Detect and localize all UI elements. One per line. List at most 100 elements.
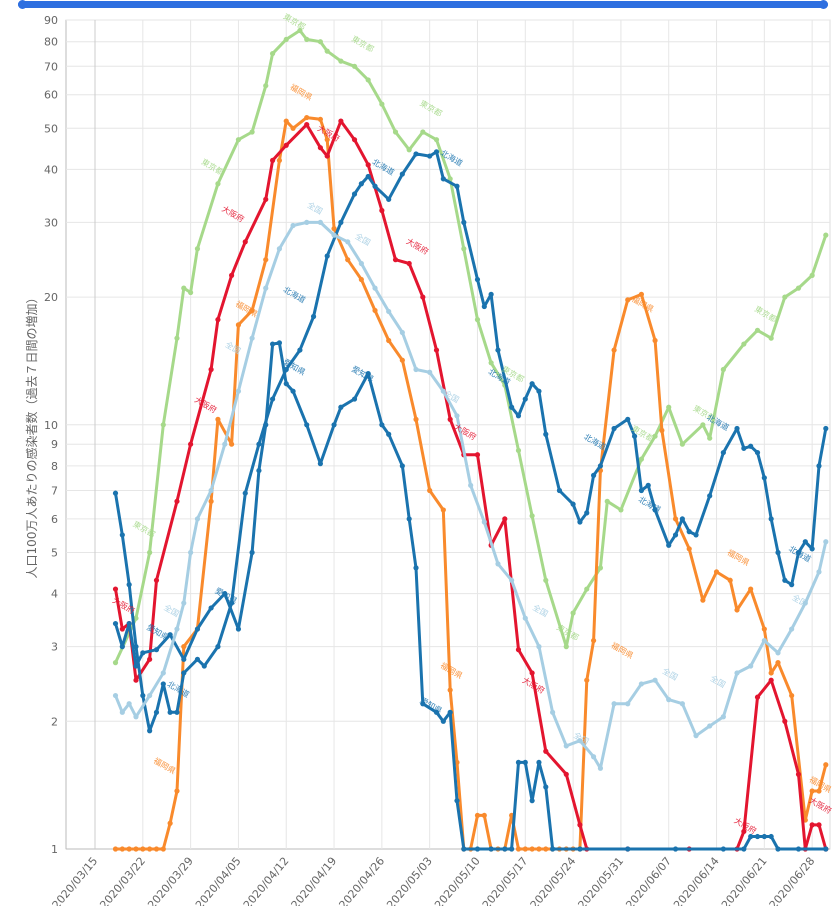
x-tick-label: 2020/04/05 — [193, 855, 244, 906]
data-point — [126, 620, 132, 627]
slider-track[interactable] — [18, 1, 828, 8]
data-point — [461, 219, 467, 225]
data-point — [304, 422, 310, 428]
data-point — [174, 335, 180, 341]
data-point — [365, 77, 371, 83]
data-point — [174, 626, 180, 632]
data-point — [433, 137, 440, 143]
data-point — [754, 833, 761, 840]
data-point — [625, 846, 631, 852]
y-tick-label: 80 — [44, 36, 58, 49]
data-point — [331, 422, 337, 428]
series-label: 北海道 — [705, 412, 731, 433]
data-point — [686, 529, 692, 535]
data-point — [515, 759, 522, 766]
data-point — [229, 441, 235, 447]
data-point — [427, 153, 433, 159]
data-point — [365, 173, 371, 180]
data-point — [611, 347, 617, 353]
grid — [65, 19, 831, 850]
data-point — [823, 762, 829, 768]
date-range-slider[interactable] — [18, 0, 828, 9]
x-tick-label: 2020/04/19 — [289, 855, 340, 906]
data-point — [119, 644, 125, 650]
data-point — [167, 632, 173, 638]
data-point — [515, 413, 522, 419]
y-tick-label: 1 — [51, 843, 58, 856]
data-point — [509, 846, 515, 852]
data-point — [468, 482, 474, 488]
data-point — [631, 433, 638, 439]
data-point — [386, 196, 392, 202]
series-label: 北海道 — [637, 494, 663, 515]
data-point — [263, 83, 269, 89]
data-point — [372, 183, 378, 189]
series-label: 北海道 — [370, 156, 396, 177]
series-label: 大阪府 — [193, 394, 219, 415]
data-point — [775, 846, 781, 852]
data-point — [577, 822, 583, 828]
data-point — [474, 276, 481, 283]
data-point — [768, 677, 774, 683]
data-point — [823, 425, 829, 432]
data-point — [543, 846, 549, 852]
data-point — [556, 487, 563, 494]
data-point — [126, 582, 132, 588]
data-point — [454, 759, 460, 766]
data-point — [181, 644, 187, 650]
data-point — [208, 498, 214, 504]
data-point — [181, 670, 187, 676]
slider-handle-start[interactable] — [18, 0, 27, 9]
series-label: 東京都 — [753, 304, 779, 325]
data-point — [515, 647, 522, 653]
data-point — [761, 626, 767, 632]
data-point — [795, 549, 802, 556]
y-tick-label: 30 — [44, 216, 58, 229]
data-point — [802, 539, 808, 545]
data-point — [447, 687, 453, 693]
slider-handle-end[interactable] — [819, 0, 828, 9]
data-point — [427, 487, 433, 494]
data-point — [550, 846, 556, 852]
data-point — [652, 677, 658, 683]
x-tick-label: 2020/03/15 — [50, 855, 101, 906]
data-point — [297, 347, 303, 353]
series-愛知県 — [112, 340, 829, 852]
data-point — [782, 718, 788, 724]
data-point — [399, 329, 405, 336]
data-point — [215, 181, 221, 187]
data-point — [652, 337, 658, 344]
data-point — [789, 692, 795, 699]
data-point — [112, 620, 119, 627]
data-point — [174, 498, 180, 504]
series-label: 東京都 — [200, 156, 226, 177]
data-point — [126, 846, 132, 852]
data-point — [338, 118, 344, 124]
data-point — [194, 516, 201, 522]
data-point — [604, 498, 610, 504]
series-line — [114, 29, 828, 664]
data-point — [748, 663, 754, 669]
y-tick-label: 2 — [51, 715, 58, 728]
data-point — [686, 546, 692, 552]
data-point — [126, 701, 132, 707]
data-point — [734, 607, 740, 613]
data-point — [638, 291, 645, 297]
data-point — [495, 561, 501, 567]
data-point — [413, 151, 419, 157]
data-point — [208, 605, 214, 611]
data-point — [133, 677, 139, 683]
data-point — [365, 162, 371, 168]
x-tick-label: 2020/04/12 — [241, 855, 292, 906]
data-point — [112, 490, 119, 496]
data-point — [536, 759, 542, 766]
data-point — [761, 637, 767, 644]
data-point — [659, 427, 665, 434]
data-point — [338, 219, 344, 225]
data-point — [440, 507, 446, 513]
data-point — [392, 129, 399, 135]
data-point — [235, 137, 242, 143]
data-point — [147, 846, 153, 852]
series-label: 全国 — [709, 673, 728, 690]
